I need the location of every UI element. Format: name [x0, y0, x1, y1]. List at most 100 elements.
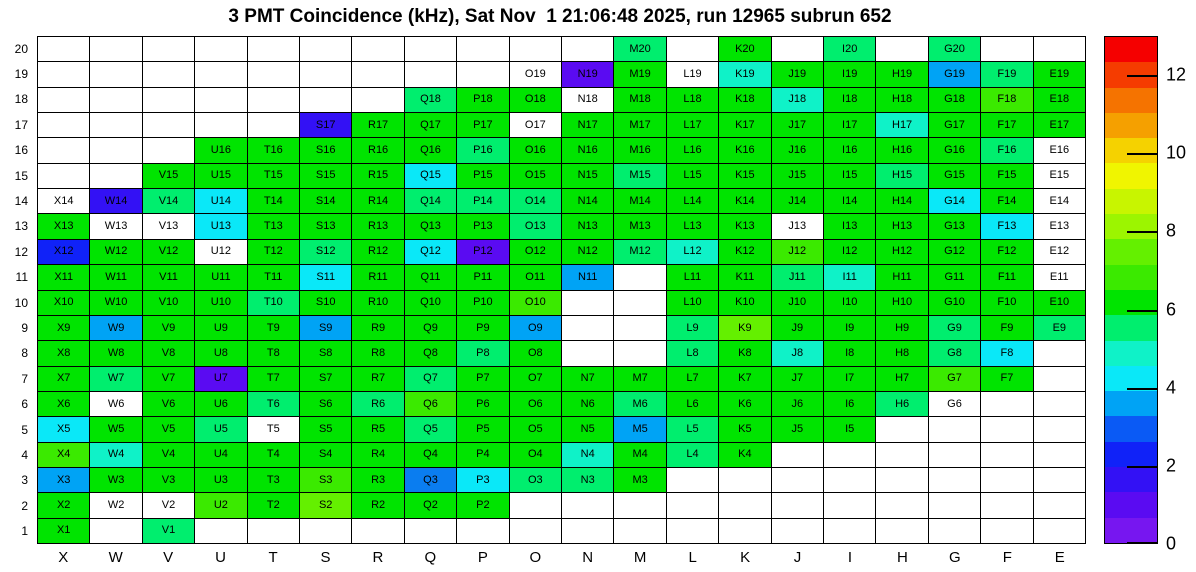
- heatmap-cell-R2: R2: [352, 493, 405, 519]
- heatmap-cell-empty: [981, 391, 1034, 418]
- heatmap-cell-G16: G16: [928, 138, 982, 164]
- heatmap-cell-empty: [876, 442, 929, 468]
- heatmap-cell-empty: [404, 518, 458, 544]
- heatmap-cell-empty: [195, 37, 248, 63]
- heatmap-cell-V6: V6: [142, 391, 196, 418]
- heatmap-cell-S9: S9: [300, 315, 353, 342]
- column-label-V: V: [163, 548, 174, 566]
- heatmap-cell-J18: J18: [771, 87, 824, 114]
- heatmap-cell-N5: N5: [562, 417, 615, 443]
- heatmap-cell-N4: N4: [562, 442, 615, 468]
- heatmap-cell-O12: O12: [509, 239, 562, 266]
- heatmap-cell-empty: [666, 37, 720, 63]
- heatmap-cell-J6: J6: [771, 391, 824, 418]
- heatmap-cell-E12: E12: [1033, 239, 1086, 266]
- heatmap-cell-R8: R8: [352, 341, 405, 367]
- heatmap-cell-K9: K9: [719, 315, 772, 342]
- heatmap-cell-V7: V7: [142, 366, 196, 392]
- heatmap-cell-S17: S17: [300, 113, 353, 139]
- column-label-L: L: [688, 548, 697, 566]
- heatmap-cell-F7: F7: [981, 366, 1034, 392]
- heatmap-cell-U15: U15: [195, 163, 248, 190]
- heatmap-cell-N15: N15: [562, 163, 615, 190]
- heatmap-cell-V9: V9: [142, 315, 196, 342]
- heatmap-cell-R9: R9: [352, 315, 405, 342]
- colorbar-band: [1105, 62, 1157, 88]
- column-label-G: G: [949, 548, 961, 566]
- heatmap-cell-P14: P14: [457, 189, 510, 215]
- heatmap-cell-X6: X6: [38, 391, 91, 418]
- heatmap-cell-K16: K16: [719, 138, 772, 164]
- heatmap-cell-empty: [90, 37, 143, 63]
- heatmap-cell-U7: U7: [195, 366, 248, 392]
- heatmap-cell-empty: [457, 518, 510, 544]
- heatmap-cell-T10: T10: [247, 290, 300, 316]
- heatmap-cell-S15: S15: [300, 163, 353, 190]
- heatmap-cell-P6: P6: [457, 391, 510, 418]
- heatmap-cell-O10: O10: [509, 290, 562, 316]
- heatmap-cell-S2: S2: [300, 493, 353, 519]
- heatmap-cell-K17: K17: [719, 113, 772, 139]
- heatmap-cell-empty: [1033, 467, 1086, 494]
- colorbar-band: [1105, 517, 1157, 543]
- heatmap-cell-empty: [928, 442, 982, 468]
- heatmap-cell-I19: I19: [824, 62, 877, 88]
- heatmap-cell-R12: R12: [352, 239, 405, 266]
- heatmap-cell-V8: V8: [142, 341, 196, 367]
- heatmap-cell-Q2: Q2: [404, 493, 458, 519]
- heatmap-cell-empty: [824, 518, 877, 544]
- heatmap-cell-M15: M15: [614, 163, 667, 190]
- column-label-P: P: [477, 548, 488, 566]
- colorbar-tick-label-12: 12: [1166, 64, 1187, 85]
- y-axis-row-labels: 20 19 18 17 16 15 14 13 12 11 10 9 8 7 6 5 4 3 2 1: [0, 36, 32, 544]
- heatmap-cell-J8: J8: [771, 341, 824, 367]
- heatmap-cell-I13: I13: [824, 214, 877, 240]
- heatmap-cell-P16: P16: [457, 138, 510, 164]
- colorbar-band: [1105, 416, 1157, 442]
- heatmap-cell-F11: F11: [981, 265, 1034, 291]
- heatmap-cell-U13: U13: [195, 214, 248, 240]
- heatmap-cell-O16: O16: [509, 138, 562, 164]
- colorbar-tick-label-0: 0: [1166, 533, 1177, 554]
- column-label-O: O: [529, 548, 542, 566]
- heatmap-cell-R15: R15: [352, 163, 405, 190]
- heatmap-cell-empty: [928, 518, 982, 544]
- heatmap-cell-O18: O18: [509, 87, 562, 114]
- heatmap-cell-Q4: Q4: [404, 442, 458, 468]
- heatmap-cell-H12: H12: [876, 239, 929, 266]
- heatmap-cell-P5: P5: [457, 417, 510, 443]
- heatmap-cell-T14: T14: [247, 189, 300, 215]
- heatmap-cell-T7: T7: [247, 366, 300, 392]
- heatmap-cell-I5: I5: [824, 417, 877, 443]
- heatmap-cell-F9: F9: [981, 315, 1034, 342]
- heatmap-cell-Q16: Q16: [404, 138, 458, 164]
- heatmap-cell-I14: I14: [824, 189, 877, 215]
- heatmap-cell-empty: [771, 442, 824, 468]
- heatmap-cell-N19: N19: [562, 62, 615, 88]
- heatmap-cell-T13: T13: [247, 214, 300, 240]
- heatmap-cell-X7: X7: [38, 366, 91, 392]
- heatmap-cell-Q17: Q17: [404, 113, 458, 139]
- colorbar-band: [1105, 188, 1157, 215]
- heatmap-cell-H15: H15: [876, 163, 929, 190]
- heatmap-cell-R16: R16: [352, 138, 405, 164]
- heatmap-cell-J12: J12: [771, 239, 824, 266]
- heatmap-cell-H16: H16: [876, 138, 929, 164]
- heatmap-cell-T8: T8: [247, 341, 300, 367]
- row-label-4: 4: [21, 448, 28, 463]
- heatmap-cell-U12: U12: [195, 239, 248, 266]
- heatmap-cell-N7: N7: [562, 366, 615, 392]
- heatmap-cell-H9: H9: [876, 315, 929, 342]
- heatmap-cell-J13: J13: [771, 214, 824, 240]
- heatmap-cell-empty: [719, 467, 772, 494]
- heatmap-cell-U8: U8: [195, 341, 248, 367]
- heatmap-cell-K4: K4: [719, 442, 772, 468]
- heatmap-cell-empty: [771, 467, 824, 494]
- heatmap-cell-W4: W4: [90, 442, 143, 468]
- chart-title: 3 PMT Coincidence (kHz), Sat Nov 1 21:06…: [228, 6, 892, 27]
- heatmap-cell-empty: [719, 518, 772, 544]
- heatmap-cell-X11: X11: [38, 265, 91, 291]
- heatmap-cell-P4: P4: [457, 442, 510, 468]
- heatmap-cell-J16: J16: [771, 138, 824, 164]
- heatmap-cell-empty: [352, 87, 405, 114]
